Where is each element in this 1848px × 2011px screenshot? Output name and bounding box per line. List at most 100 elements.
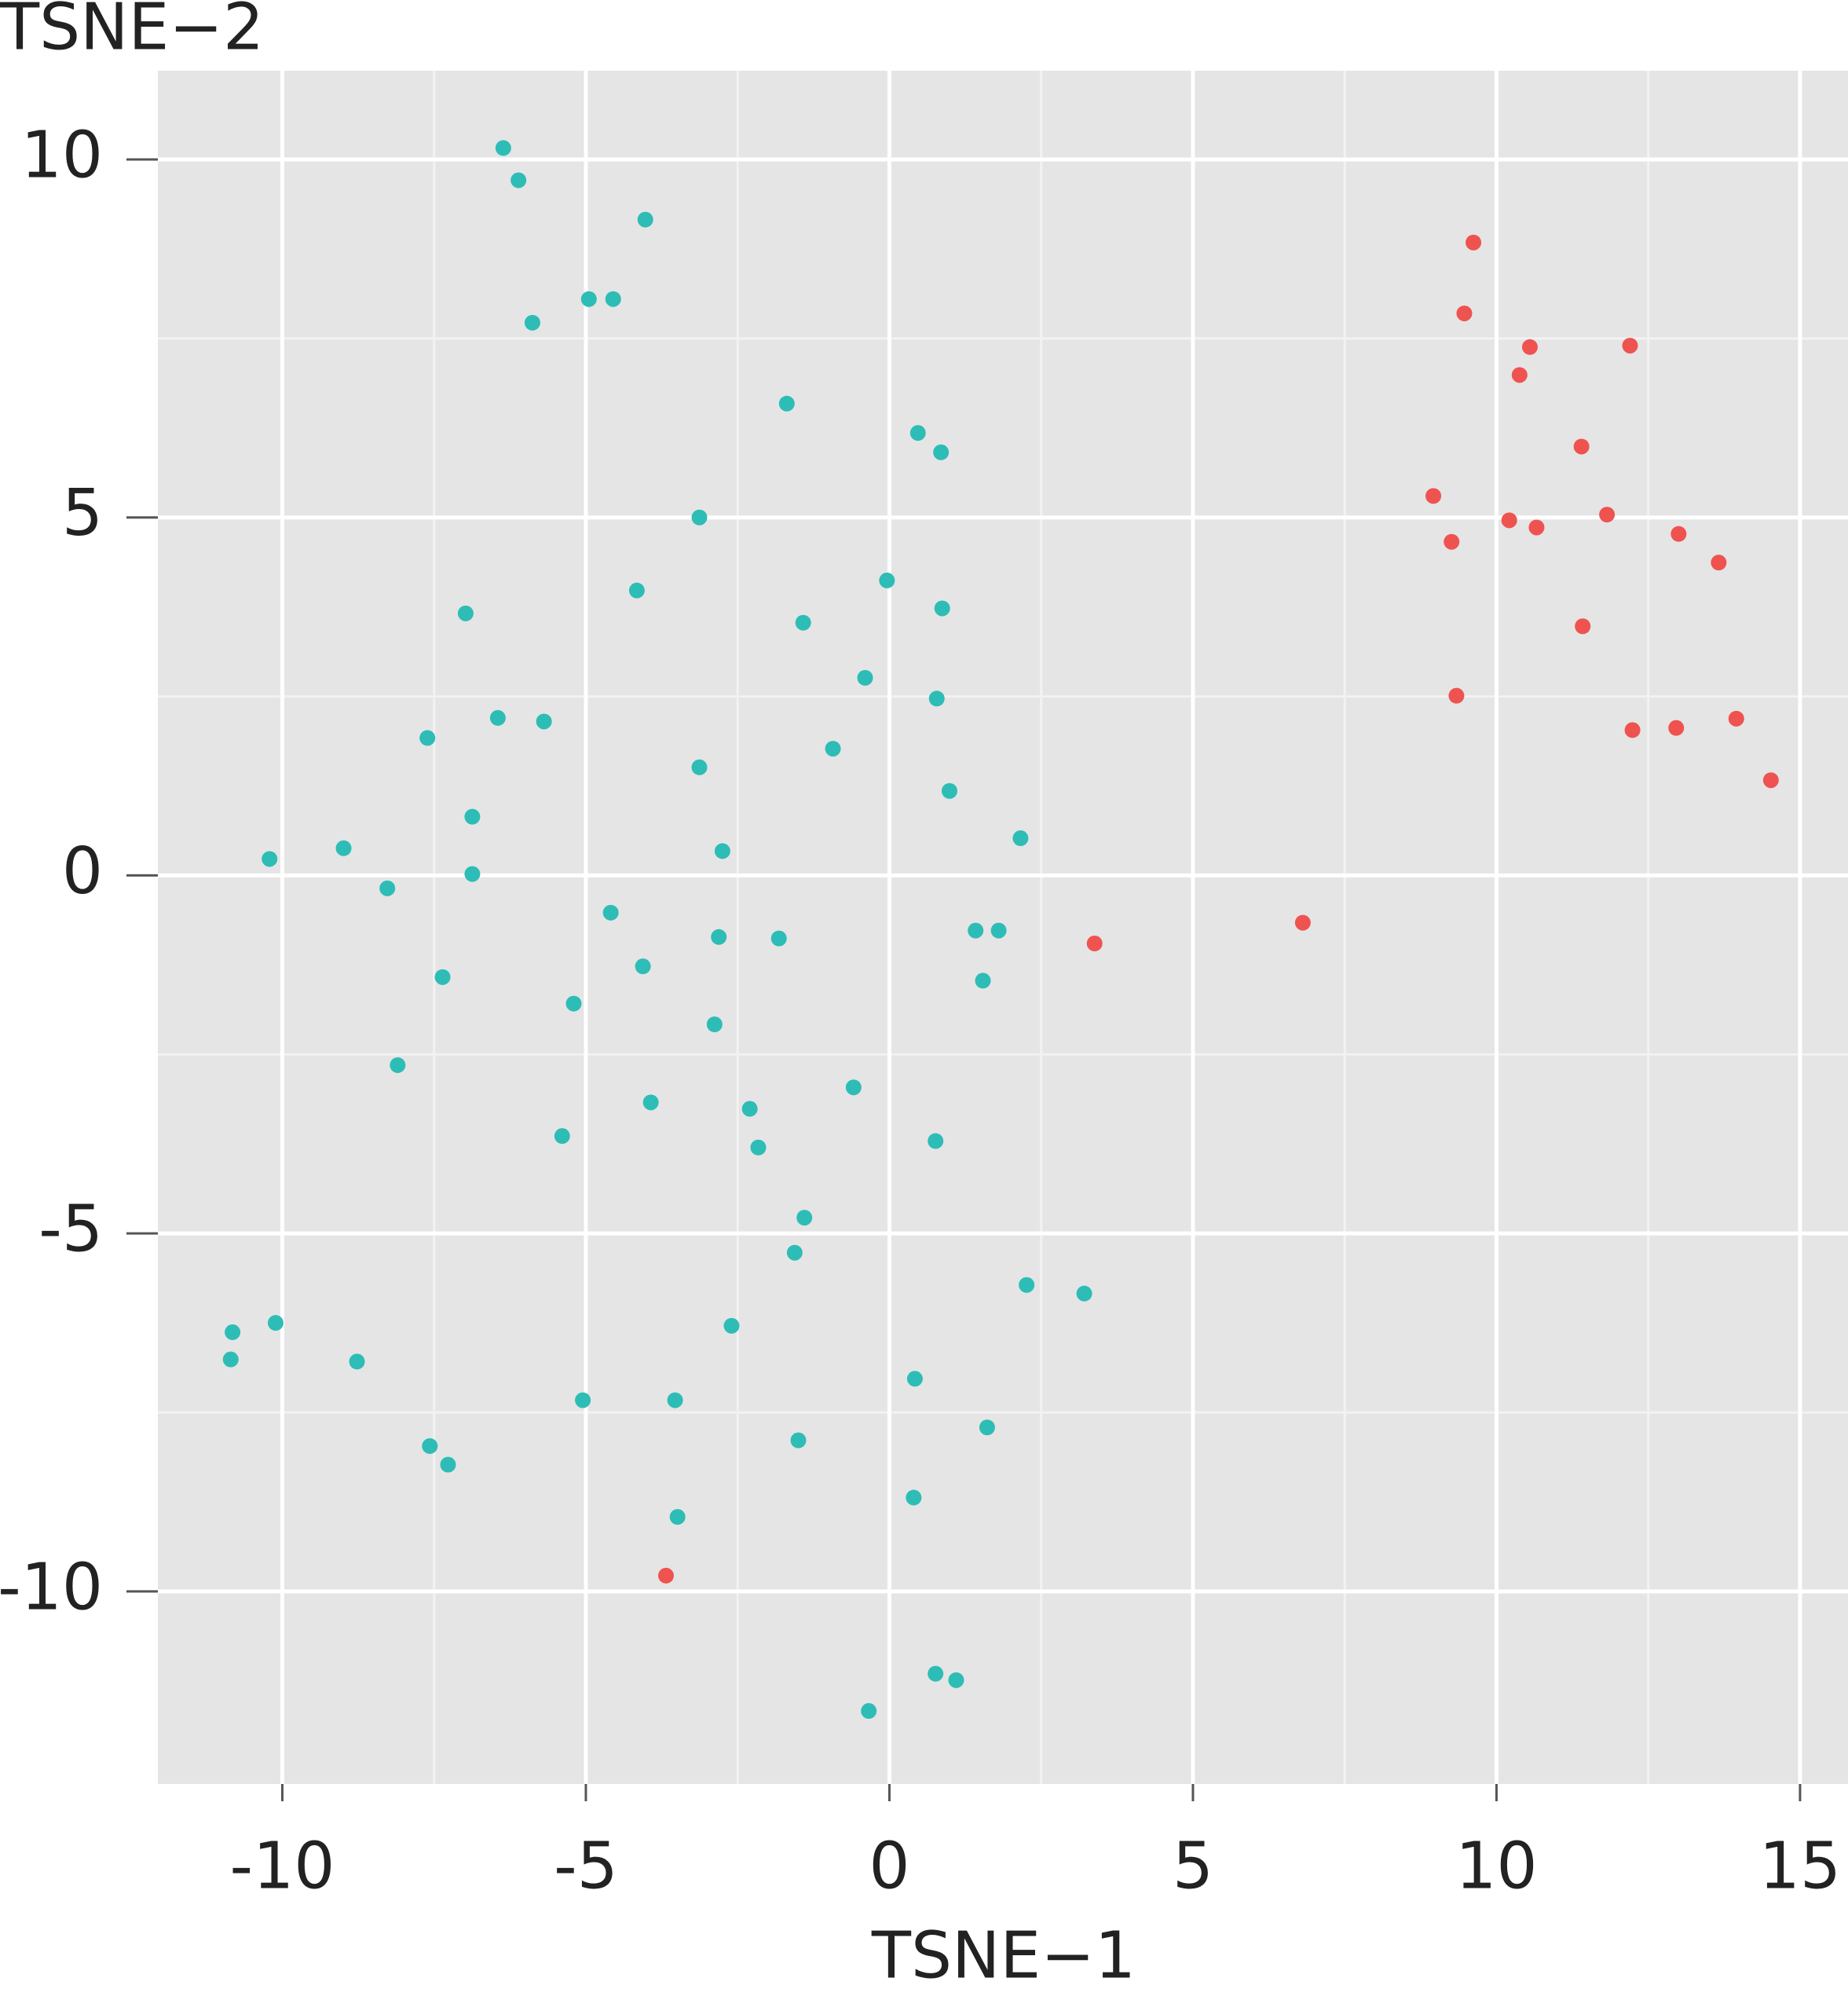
y-axis-title: TSNE−2	[0, 0, 264, 64]
point	[267, 1315, 284, 1332]
x-tick-label: -5	[554, 1829, 618, 1903]
point	[222, 1351, 239, 1368]
point	[948, 1672, 964, 1688]
point	[419, 730, 436, 746]
point	[510, 172, 527, 189]
point	[422, 1438, 438, 1454]
y-tick-label: -10	[0, 1550, 103, 1625]
point	[750, 1139, 767, 1156]
point	[714, 843, 730, 859]
point	[669, 1509, 686, 1526]
point	[979, 1419, 995, 1436]
point	[1599, 507, 1616, 523]
x-tick-label: -10	[229, 1829, 335, 1903]
x-tick-label: 5	[1173, 1829, 1213, 1903]
point	[778, 395, 795, 412]
point	[741, 1101, 758, 1117]
point	[1444, 533, 1460, 550]
point	[1019, 1277, 1035, 1293]
point	[1671, 526, 1687, 542]
point	[565, 995, 582, 1012]
point	[691, 759, 708, 775]
point	[909, 425, 926, 441]
point	[440, 1456, 456, 1473]
point	[1012, 830, 1029, 847]
point	[536, 713, 552, 730]
point	[457, 605, 474, 621]
point	[464, 866, 481, 882]
point	[635, 958, 651, 975]
point	[1528, 519, 1545, 536]
point	[657, 1567, 674, 1584]
point	[906, 1489, 922, 1506]
y-tick-label: 0	[62, 834, 103, 909]
point	[524, 314, 540, 331]
point	[1622, 337, 1638, 353]
y-tick-label: -5	[38, 1192, 103, 1267]
point	[857, 669, 873, 686]
point	[1076, 1285, 1092, 1302]
point	[1501, 512, 1517, 529]
point	[335, 840, 352, 856]
point	[968, 922, 984, 939]
point	[554, 1128, 570, 1145]
point	[628, 582, 645, 599]
point	[928, 1133, 944, 1149]
point	[642, 1094, 659, 1111]
point	[928, 1665, 944, 1682]
point	[990, 922, 1007, 939]
point	[489, 709, 506, 726]
point	[691, 509, 708, 526]
point	[1511, 367, 1528, 383]
point	[790, 1432, 807, 1449]
point	[1521, 339, 1538, 355]
point	[349, 1353, 365, 1370]
point	[262, 851, 278, 867]
point	[464, 808, 481, 825]
point	[975, 973, 991, 989]
point	[1466, 234, 1482, 251]
point	[580, 291, 597, 307]
point	[434, 969, 451, 985]
point	[495, 140, 511, 156]
x-axis-title: TSNE−1	[871, 1918, 1136, 1993]
point	[711, 929, 727, 945]
point	[1456, 305, 1473, 321]
point	[1624, 722, 1641, 738]
point	[796, 1210, 813, 1226]
point	[825, 741, 841, 757]
point	[667, 1392, 683, 1408]
x-tick-label: 0	[869, 1829, 909, 1903]
point	[933, 444, 950, 460]
point	[706, 1016, 723, 1032]
point	[379, 880, 396, 896]
point	[795, 614, 811, 631]
point	[723, 1317, 740, 1334]
point	[879, 572, 895, 588]
y-tick-label: 5	[62, 476, 103, 551]
point	[605, 291, 621, 307]
point	[1711, 555, 1727, 571]
x-tick-label: 15	[1759, 1829, 1841, 1903]
point	[1728, 710, 1744, 727]
point	[637, 211, 653, 228]
point	[906, 1371, 923, 1387]
point	[225, 1324, 241, 1340]
point	[602, 904, 619, 921]
y-tick-label: 10	[21, 118, 103, 192]
point	[786, 1244, 803, 1261]
point	[770, 930, 787, 947]
point	[1668, 720, 1685, 736]
point	[941, 782, 957, 799]
point	[1762, 772, 1779, 789]
point	[1575, 618, 1591, 635]
point	[845, 1079, 862, 1096]
point	[1086, 936, 1103, 952]
point	[390, 1057, 406, 1073]
point	[1448, 687, 1465, 704]
point	[934, 600, 950, 617]
point	[1573, 438, 1590, 455]
point	[1294, 914, 1311, 931]
point	[928, 690, 945, 707]
